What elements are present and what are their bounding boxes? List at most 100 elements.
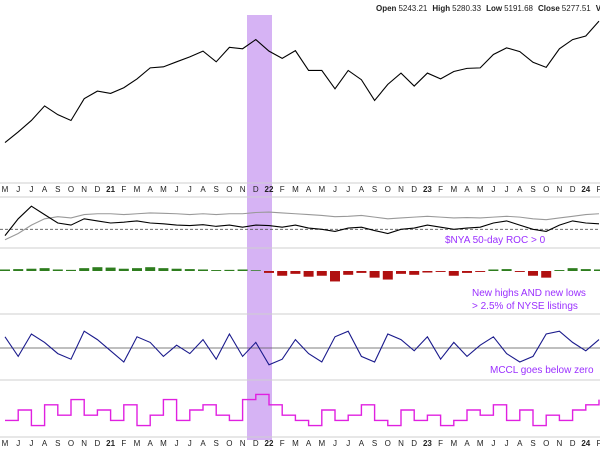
price-header: Open 5243.21 High 5280.33 Low 5191.68 Close 527… <box>376 4 600 13</box>
header-label: High <box>432 4 450 13</box>
x-tick-label: F <box>121 439 126 448</box>
x-tick-label: D <box>570 439 576 448</box>
step-line <box>5 393 600 427</box>
bar <box>567 268 578 271</box>
x-tick-label: J <box>175 439 179 448</box>
x-tick-label: J <box>188 185 192 194</box>
bar <box>39 268 50 271</box>
x-tick-label: J <box>346 439 350 448</box>
x-tick-label: A <box>464 185 470 194</box>
annotation: MCCL goes below zero <box>490 365 594 376</box>
x-tick-label: M <box>160 439 167 448</box>
bar <box>554 270 565 271</box>
annotation: > 2.5% of NYSE listings <box>472 301 578 312</box>
x-tick-label: 21 <box>106 439 115 448</box>
x-tick-label: A <box>359 439 365 448</box>
bar <box>435 271 446 272</box>
x-tick-label: O <box>226 439 232 448</box>
panel-separators <box>0 182 600 438</box>
x-tick-label: O <box>543 185 549 194</box>
x-tick-label: D <box>570 185 576 194</box>
bar <box>224 269 235 271</box>
x-tick-label: O <box>68 185 74 194</box>
header-label: Low <box>486 4 503 13</box>
x-tick-label: O <box>68 439 74 448</box>
bar <box>211 270 222 271</box>
x-tick-label: N <box>240 439 246 448</box>
x-tick-label: M <box>450 439 457 448</box>
bar <box>462 271 472 273</box>
bar <box>369 271 380 278</box>
bar <box>92 267 103 271</box>
bar <box>132 268 142 271</box>
x-tick-label: S <box>530 185 535 194</box>
line <box>4 20 600 143</box>
x-tick-label: A <box>200 439 206 448</box>
x-tick-label: F <box>280 439 285 448</box>
x-tick-label: J <box>491 439 495 448</box>
x-tick-label: N <box>557 439 563 448</box>
x-tick-label: 22 <box>265 185 274 194</box>
x-tick-label: N <box>81 439 87 448</box>
x-tick-label: M <box>450 185 457 194</box>
x-tick-label: J <box>505 185 509 194</box>
x-tick-label: J <box>16 439 20 448</box>
x-tick-label: J <box>188 439 192 448</box>
bar <box>316 271 327 276</box>
x-tick-label: F <box>121 185 126 194</box>
x-tick-label: 24 <box>581 439 590 448</box>
x-tick-label: M <box>318 185 325 194</box>
bar <box>488 269 499 271</box>
annotation: New highs AND new lows <box>472 288 586 299</box>
x-tick-label: M <box>318 439 325 448</box>
x-tick-label: M <box>2 439 9 448</box>
x-tick-label: N <box>557 185 563 194</box>
x-tick-label: 23 <box>423 439 432 448</box>
bar <box>198 269 208 271</box>
x-tick-label: F <box>597 185 600 194</box>
bar <box>475 271 486 272</box>
header-value: 5280.33 <box>452 4 481 13</box>
x-tick-label: O <box>543 439 549 448</box>
bar <box>528 271 538 276</box>
x-tick-label: A <box>42 185 48 194</box>
x-tick-label: 21 <box>106 185 115 194</box>
x-tick-label: S <box>55 185 60 194</box>
x-tick-label: A <box>148 439 154 448</box>
x-tick-label: D <box>411 185 417 194</box>
bar <box>105 267 116 271</box>
x-tick-label: M <box>477 185 484 194</box>
header-label: Open <box>376 4 397 13</box>
x-tick-label: M <box>292 185 299 194</box>
bar <box>422 271 433 273</box>
bar <box>396 271 406 274</box>
bar <box>343 271 354 275</box>
x-tick-label: M <box>134 439 141 448</box>
x-tick-label: S <box>372 185 377 194</box>
x-tick-label: J <box>491 185 495 194</box>
x-tick-label: A <box>42 439 48 448</box>
line <box>4 211 600 241</box>
x-tick-label: S <box>372 439 377 448</box>
bar <box>541 271 552 278</box>
bar <box>237 269 248 271</box>
x-tick-label: O <box>385 439 391 448</box>
x-tick-label: D <box>253 439 259 448</box>
bar <box>52 269 63 271</box>
x-tick-label: J <box>505 439 509 448</box>
x-tick-label: N <box>240 185 246 194</box>
header-value: 5277.51 <box>562 4 591 13</box>
x-tick-label: N <box>398 439 404 448</box>
bar <box>26 268 37 271</box>
line <box>4 330 600 366</box>
bar <box>514 271 525 272</box>
x-tick-label: J <box>333 185 337 194</box>
x-tick-label: A <box>359 185 365 194</box>
bar <box>409 271 420 275</box>
bar <box>184 269 195 271</box>
x-tick-label: S <box>530 439 535 448</box>
header-value: 5191.68 <box>504 4 533 13</box>
bar <box>66 269 76 271</box>
